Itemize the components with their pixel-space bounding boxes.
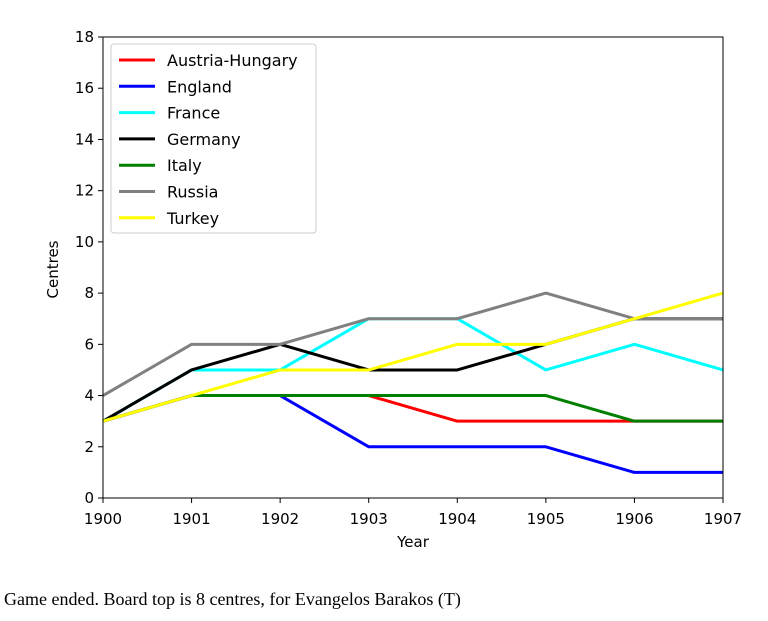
legend-box [110,43,317,234]
y-tick-label: 12 [75,182,94,200]
legend-label: Austria-Hungary [167,51,298,70]
x-tick-label: 1907 [704,510,742,528]
legend-label: Russia [167,183,218,202]
x-tick-label: 1903 [350,510,388,528]
x-tick-label: 1905 [527,510,565,528]
game-status-caption: Game ended. Board top is 8 centres, for … [4,589,461,609]
y-tick-label: 14 [75,130,94,148]
line-chart: 0 2 4 6 8 10 12 14 16 18 1900 1901 1902 1903 1904 1905 1… [44,28,742,551]
y-tick-label: 2 [84,438,94,456]
series-line-austria-hungary [102,394,723,423]
ticks: 0 2 4 6 8 10 12 14 16 18 1900 1901 1902 1903 1904 1905 1… [75,28,742,528]
y-tick-label: 4 [84,387,94,405]
legend-label: Turkey [166,209,219,228]
plot-lines [102,291,724,474]
legend-label: France [167,104,220,123]
x-tick-label: 1901 [172,510,210,528]
series-line-russia [102,291,723,397]
legend-label: England [167,77,232,96]
x-tick-label: 1902 [261,510,299,528]
y-tick-label: 18 [75,28,94,46]
y-tick-label: 16 [75,79,94,97]
x-tick-label: 1900 [84,510,122,528]
y-tick-label: 0 [84,489,94,507]
y-axis-label: Centres [44,240,62,298]
x-axis-label: Year [396,533,430,551]
series-line-italy [102,394,723,423]
y-tick-label: 10 [75,233,94,251]
legend: Austria-Hungary England France Germany Italy… [110,43,317,234]
y-tick-label: 6 [84,335,94,353]
series-line-turkey [102,291,724,423]
axes-frame [102,36,724,499]
y-tick-label: 8 [84,284,94,302]
legend-label: Germany [167,130,241,149]
x-tick-label: 1904 [438,510,476,528]
series-line-germany [102,317,723,423]
legend-label: Italy [167,156,202,175]
x-tick-label: 1906 [615,510,653,528]
